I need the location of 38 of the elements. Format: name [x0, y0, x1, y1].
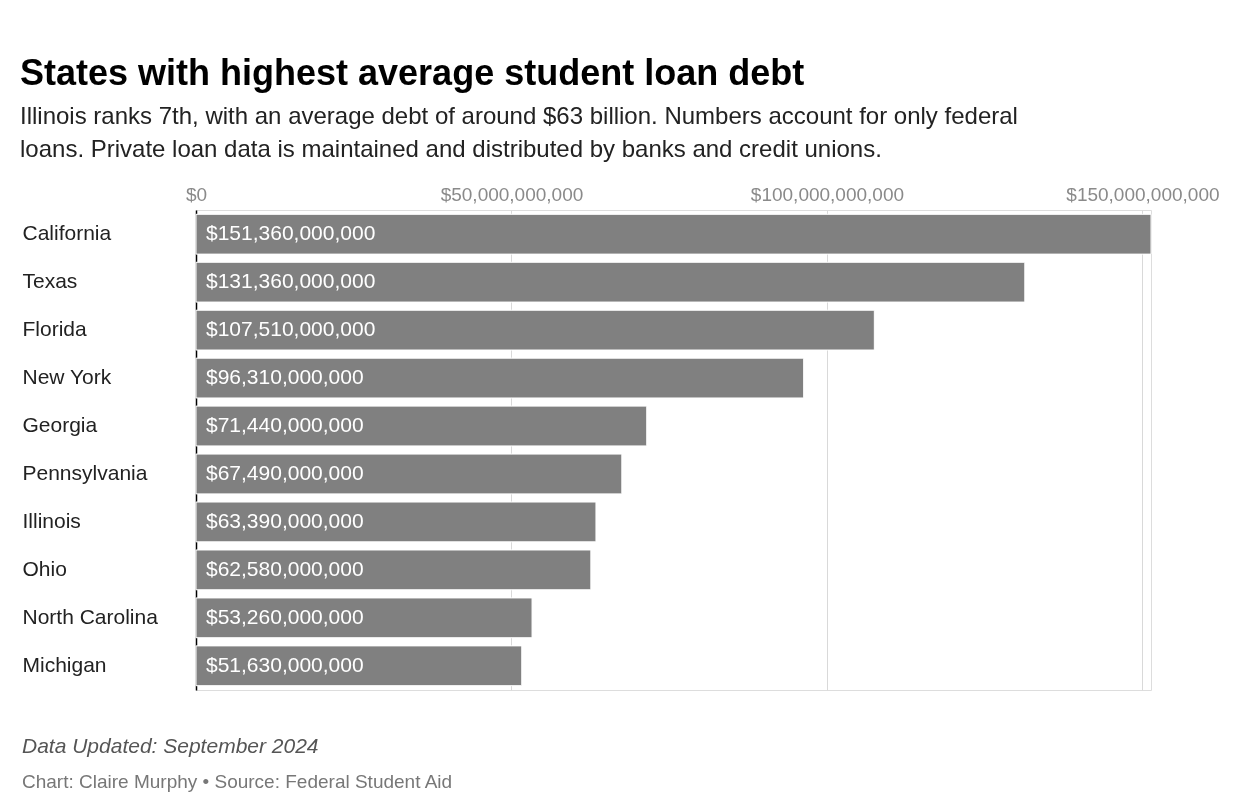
x-tick-label: $150,000,000,000 [1066, 183, 1220, 205]
bar [195, 405, 648, 447]
y-tick-label: Georgia [22, 413, 98, 437]
x-tick-label: $50,000,000,000 [440, 183, 584, 205]
bar [195, 213, 1152, 255]
chart-title: States with highest average student loan debt [20, 52, 805, 93]
bar [195, 453, 623, 495]
bar [195, 501, 597, 543]
data-label: $71,440,000,000 [206, 413, 364, 437]
bar [195, 261, 1026, 303]
bar [195, 357, 805, 399]
data-label: $51,630,000,000 [206, 652, 364, 676]
y-tick-label: Pennsylvania [22, 460, 148, 484]
y-tick-label: Florida [22, 317, 88, 341]
y-tick-label: North Carolina [22, 604, 159, 628]
data-label: $63,390,000,000 [206, 508, 364, 532]
chart-subtitle: Illinois ranks 7th, with an average debt of around $63 billion. Numbers account for only federal loans. Private loan data is maintained and distributed by banks and credit unions. [20, 102, 1018, 162]
bar [195, 597, 533, 639]
data-label: $151,360,000,000 [206, 221, 376, 245]
data-label: $131,360,000,000 [206, 269, 376, 293]
bar [195, 645, 523, 687]
y-tick-label: Texas [22, 269, 78, 293]
data-label: $67,490,000,000 [206, 460, 364, 484]
data-label: $53,260,000,000 [206, 604, 364, 628]
y-tick-label: New York [22, 365, 112, 389]
y-tick-label: California [22, 221, 112, 245]
bar [195, 549, 592, 591]
y-tick-label: Michigan [22, 652, 107, 676]
data-label: $107,510,000,000 [206, 317, 376, 341]
text: Data Updated: September 2024 [22, 734, 319, 757]
x-tick-label: $0 [185, 183, 208, 205]
y-tick-label: Illinois [22, 508, 81, 532]
text: Chart: Claire Murphy • Source: Federal Student Aid [22, 771, 453, 792]
x-tick-label: $100,000,000,000 [750, 183, 905, 205]
data-label: $62,580,000,000 [206, 556, 364, 580]
bar [195, 309, 875, 351]
data-label: $96,310,000,000 [206, 365, 364, 389]
y-tick-label: Ohio [22, 556, 67, 580]
